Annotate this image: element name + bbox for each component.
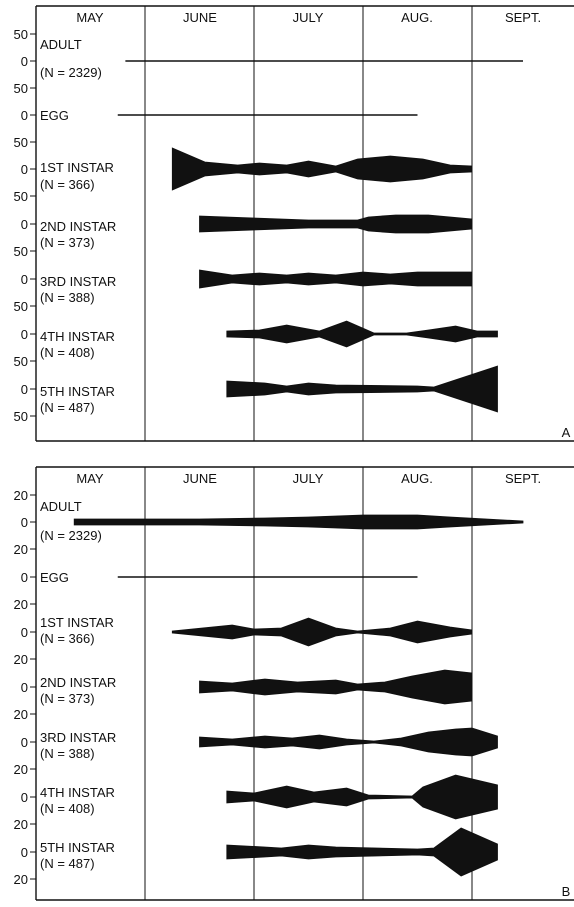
y-tick-label: 20 (14, 652, 28, 667)
y-tick-label: 0 (21, 625, 28, 640)
row-name-label: 5TH INSTAR (40, 840, 115, 855)
row-n-label: (N = 2329) (40, 528, 102, 543)
row-n-label: (N = 487) (40, 856, 95, 871)
y-tick-label: 50 (14, 81, 28, 96)
row-name-label: 1ST INSTAR (40, 160, 114, 175)
y-tick-label: 0 (21, 845, 28, 860)
y-tick-label: 0 (21, 515, 28, 530)
abundance-shape (171, 147, 473, 191)
month-label: MAY (76, 471, 104, 486)
row-name-label: 4TH INSTAR (40, 785, 115, 800)
month-label: JUNE (183, 10, 217, 25)
y-tick-label: 0 (21, 735, 28, 750)
y-tick-label: 20 (14, 707, 28, 722)
month-label: MAY (76, 10, 104, 25)
row-n-label: (N = 408) (40, 345, 95, 360)
y-tick-label: 50 (14, 189, 28, 204)
abundance-shape (226, 365, 498, 413)
row-name-label: 3RD INSTAR (40, 274, 116, 289)
y-tick-label: 20 (14, 488, 28, 503)
row-name-label: EGG (40, 108, 69, 123)
row-n-label: (N = 373) (40, 691, 95, 706)
row-n-label: (N = 388) (40, 290, 95, 305)
y-tick-label: 0 (21, 382, 28, 397)
abundance-shape (226, 827, 498, 877)
y-tick-label: 50 (14, 27, 28, 42)
row-n-label: (N = 366) (40, 631, 95, 646)
y-tick-label: 0 (21, 680, 28, 695)
abundance-shape (226, 774, 498, 820)
y-tick-label: 0 (21, 790, 28, 805)
month-label: AUG. (401, 10, 433, 25)
row-name-label: 1ST INSTAR (40, 615, 114, 630)
panel-letter: B (562, 884, 571, 899)
row-name-label: 3RD INSTAR (40, 730, 116, 745)
abundance-shape (199, 727, 498, 757)
row-name-label: 5TH INSTAR (40, 384, 115, 399)
row-name-label: ADULT (40, 499, 82, 514)
y-tick-label: 0 (21, 272, 28, 287)
y-tick-label: 20 (14, 542, 28, 557)
row-n-label: (N = 408) (40, 801, 95, 816)
month-label: JULY (293, 10, 324, 25)
y-tick-label: 0 (21, 54, 28, 69)
y-tick-label: 50 (14, 299, 28, 314)
abundance-shape (199, 669, 473, 705)
y-tick-label: 0 (21, 217, 28, 232)
row-n-label: (N = 373) (40, 235, 95, 250)
abundance-shape (199, 269, 473, 289)
y-tick-label: 20 (14, 872, 28, 887)
y-tick-label: 0 (21, 570, 28, 585)
row-n-label: (N = 487) (40, 400, 95, 415)
panel-a: MAY JUNE JULY AUG. SEPT. 0 50 50 0 50 0 50 0 50 0 50 0 50… (14, 5, 574, 442)
month-label: SEPT. (505, 471, 541, 486)
abundance-shape (199, 214, 473, 234)
y-tick-label: 0 (21, 327, 28, 342)
y-tick-label: 20 (14, 597, 28, 612)
month-label: JUNE (183, 471, 217, 486)
y-tick-label: 20 (14, 762, 28, 777)
row-name-label: 2ND INSTAR (40, 675, 116, 690)
panel-b: MAY JUNE JULY AUG. SEPT. 0 20 20 0 20 0 20 0 20 0 20 0 20… (14, 466, 574, 901)
row-n-label: (N = 388) (40, 746, 95, 761)
y-tick-label: 50 (14, 409, 28, 424)
row-n-label: (N = 2329) (40, 65, 102, 80)
y-tick-label: 0 (21, 108, 28, 123)
y-tick-label: 50 (14, 354, 28, 369)
panel-letter: A (562, 425, 571, 440)
row-n-label: (N = 366) (40, 177, 95, 192)
y-tick-label: 20 (14, 817, 28, 832)
y-tick-label: 0 (21, 162, 28, 177)
y-tick-label: 50 (14, 244, 28, 259)
row-name-label: EGG (40, 570, 69, 585)
month-label: AUG. (401, 471, 433, 486)
y-tick-label: 50 (14, 135, 28, 150)
month-label: JULY (293, 471, 324, 486)
row-name-label: ADULT (40, 37, 82, 52)
abundance-shape (171, 617, 473, 647)
row-name-label: 2ND INSTAR (40, 219, 116, 234)
month-label: SEPT. (505, 10, 541, 25)
abundance-shape (226, 320, 498, 348)
abundance-shape (73, 514, 524, 530)
row-name-label: 4TH INSTAR (40, 329, 115, 344)
